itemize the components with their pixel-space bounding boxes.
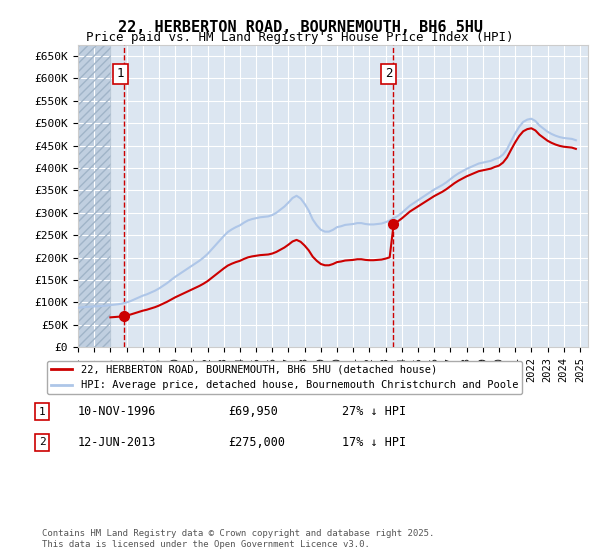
Bar (78, 45, 110, 347)
Bar (78, 45, 110, 347)
Text: £69,950: £69,950 (228, 405, 278, 418)
Text: 1: 1 (116, 67, 124, 81)
Text: 2: 2 (38, 437, 46, 447)
Text: Contains HM Land Registry data © Crown copyright and database right 2025.
This d: Contains HM Land Registry data © Crown c… (42, 529, 434, 549)
Text: Price paid vs. HM Land Registry's House Price Index (HPI): Price paid vs. HM Land Registry's House … (86, 31, 514, 44)
Text: 27% ↓ HPI: 27% ↓ HPI (342, 405, 406, 418)
Text: 2: 2 (385, 67, 392, 81)
Text: 10-NOV-1996: 10-NOV-1996 (78, 405, 157, 418)
Text: £275,000: £275,000 (228, 436, 285, 449)
Legend: 22, HERBERTON ROAD, BOURNEMOUTH, BH6 5HU (detached house), HPI: Average price, d: 22, HERBERTON ROAD, BOURNEMOUTH, BH6 5HU… (47, 361, 522, 394)
Text: 22, HERBERTON ROAD, BOURNEMOUTH, BH6 5HU: 22, HERBERTON ROAD, BOURNEMOUTH, BH6 5HU (118, 20, 482, 35)
Text: 17% ↓ HPI: 17% ↓ HPI (342, 436, 406, 449)
Text: 1: 1 (38, 407, 46, 417)
Text: 12-JUN-2013: 12-JUN-2013 (78, 436, 157, 449)
